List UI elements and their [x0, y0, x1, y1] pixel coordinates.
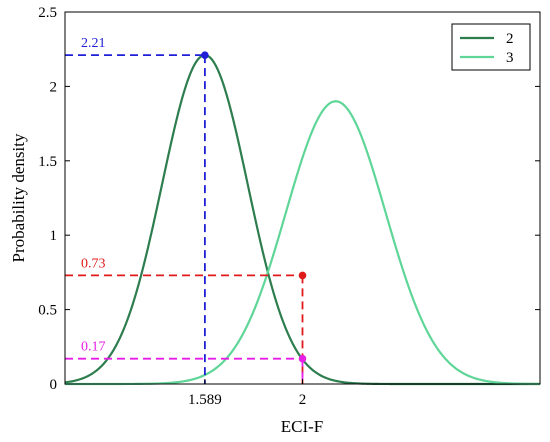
x-tick-label-1: 2	[299, 392, 307, 408]
legend-label-2: 2	[506, 31, 514, 47]
legend-box	[451, 23, 531, 71]
annotation-marker-0	[201, 51, 209, 59]
y-tick-label-1: 0.5	[38, 303, 57, 319]
legend-label-3: 3	[506, 50, 514, 66]
y-tick-label-0: 0	[50, 377, 58, 393]
legend: 23	[451, 23, 531, 71]
y-tick-label-5: 2.5	[38, 5, 57, 21]
y-axis-title: Probability density	[9, 133, 28, 262]
annotation-label-0: 2.21	[81, 36, 106, 51]
x-tick-label-0: 1.589	[188, 392, 222, 408]
annotation-marker-2	[298, 354, 307, 363]
annotation-marker-1	[298, 271, 307, 280]
y-tick-label-3: 1.5	[38, 154, 57, 170]
x-axis-title: ECI-F	[281, 417, 324, 436]
y-tick-label-2: 1	[50, 228, 58, 244]
annotation-label-2: 0.17	[81, 340, 106, 355]
annotation-label-1: 0.73	[81, 256, 106, 271]
plot-layer: 2.21 0.73 0.17	[64, 36, 541, 386]
axes-layer: 0 0.5 1 1.5 2 2.5 1.589 2	[38, 5, 541, 408]
y-tick-label-4: 2	[50, 79, 58, 95]
